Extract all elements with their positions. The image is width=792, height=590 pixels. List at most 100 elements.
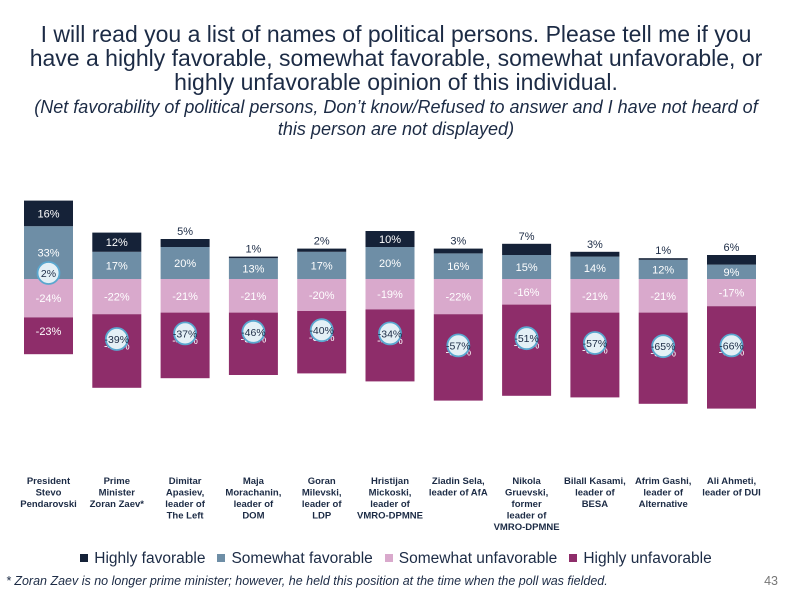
net-badge xyxy=(514,326,539,351)
category-label: leader of xyxy=(643,488,683,499)
footnote: * Zoran Zaev is no longer prime minister… xyxy=(6,574,608,588)
category-label: BESA xyxy=(582,499,609,510)
category-label: Prime xyxy=(104,476,130,487)
data-label: -22% xyxy=(104,292,130,304)
data-label: -21% xyxy=(650,291,676,303)
category-label: leader of DUI xyxy=(702,488,761,499)
category-label: former xyxy=(512,499,542,510)
bar-highly-unfavorable xyxy=(570,312,620,398)
data-label: -23% xyxy=(36,326,62,338)
bar-somewhat-unfavorable xyxy=(502,279,552,305)
category-label: Afrim Gashi, xyxy=(635,476,692,487)
net-badge xyxy=(36,261,61,285)
bar-somewhat-favorable xyxy=(92,251,142,279)
category-label: leader of xyxy=(507,511,547,522)
chart-area: 16% 33% -24% -23% 2% PresidentStevoPendarovsk… xyxy=(20,200,761,533)
data-label: 1% xyxy=(655,245,671,257)
data-label: 7% xyxy=(519,231,535,243)
bar-somewhat-favorable xyxy=(707,264,756,279)
category-label: Ziadin Sela, xyxy=(432,476,485,487)
data-label: 10% xyxy=(379,234,401,246)
category-label: Pendarovski xyxy=(20,499,77,510)
bar-highly-favorable xyxy=(92,232,142,252)
data-label: 17% xyxy=(106,260,128,272)
data-label: -21% xyxy=(582,291,608,303)
bar-somewhat-unfavorable xyxy=(638,279,688,313)
data-label: -20% xyxy=(309,290,335,302)
bar-somewhat-unfavorable xyxy=(297,279,347,311)
net-label: -66% xyxy=(719,340,744,352)
category-label: Bilall Kasami, xyxy=(564,476,626,487)
data-label: -24% xyxy=(36,293,62,305)
legend-swatch xyxy=(217,554,226,562)
data-label: 6% xyxy=(724,242,740,254)
bar-somewhat-unfavorable xyxy=(570,279,620,313)
category-label: Apasiev, xyxy=(166,488,204,499)
bar-highly-favorable xyxy=(707,255,756,265)
category-label: President xyxy=(27,476,71,487)
category-label: leader of xyxy=(575,488,615,499)
bar-highly-favorable xyxy=(638,258,688,260)
category-label: leader of AfA xyxy=(429,488,488,499)
net-label: -57% xyxy=(446,340,471,352)
net-badge xyxy=(583,331,607,355)
data-label: -17% xyxy=(719,288,745,300)
category-label: Stevo xyxy=(36,488,62,499)
category-label: Gruevski, xyxy=(505,488,548,499)
data-label: 33% xyxy=(37,248,59,260)
net-label: -46% xyxy=(241,327,266,339)
category-label: leader of xyxy=(165,499,205,510)
data-label: 16% xyxy=(37,208,59,220)
category-label: Morachanin, xyxy=(225,488,281,499)
category-label: Milevski, xyxy=(302,488,342,499)
category-label: VMRO-DPMNE xyxy=(494,522,560,533)
net-label: -37% xyxy=(173,328,198,340)
data-label: -22% xyxy=(445,292,471,304)
category-label: Dimitar xyxy=(169,476,202,487)
legend-item-somewhat-unfavorable: Somewhat unfavorable xyxy=(384,550,557,568)
bar-highly-favorable xyxy=(297,248,347,252)
net-badge xyxy=(446,333,471,358)
net-label: -40% xyxy=(309,325,334,337)
bar-somewhat-favorable xyxy=(365,247,415,279)
net-badge xyxy=(173,321,198,346)
bar-highly-favorable xyxy=(228,256,278,259)
bar-somewhat-favorable xyxy=(160,247,210,279)
legend-swatch xyxy=(80,554,89,562)
data-label: 15% xyxy=(516,262,538,274)
category-label: Zoran Zaev* xyxy=(90,499,145,510)
data-label: 3% xyxy=(450,236,466,248)
bar-somewhat-unfavorable xyxy=(160,279,210,313)
data-label: -21% xyxy=(241,291,267,303)
category-label: Goran xyxy=(308,476,336,487)
bar-somewhat-favorable xyxy=(638,259,688,279)
net-label: -51% xyxy=(514,333,539,345)
net-badge xyxy=(104,327,129,351)
legend-item-somewhat-favorable: Somewhat favorable xyxy=(217,550,373,568)
net-badge xyxy=(241,319,266,344)
bar-highly-favorable xyxy=(24,200,73,227)
bar-somewhat-favorable xyxy=(502,255,552,279)
category-label: Alternative xyxy=(639,499,688,510)
data-label: 17% xyxy=(311,260,333,272)
bar-somewhat-favorable xyxy=(433,253,483,279)
bar-highly-unfavorable xyxy=(638,312,688,404)
bar-highly-favorable xyxy=(433,248,483,254)
bar-somewhat-favorable xyxy=(570,256,620,279)
data-label: 2% xyxy=(314,236,330,248)
data-label: 14% xyxy=(584,263,606,275)
bar-highly-favorable xyxy=(502,243,552,255)
net-badge xyxy=(378,321,402,346)
category-label: Mickoski, xyxy=(369,488,412,499)
bar-highly-favorable xyxy=(365,231,415,247)
net-label: -34% xyxy=(378,328,403,340)
legend: Highly favorable Somewhat favorable Somewh… xyxy=(0,550,792,568)
bar-somewhat-favorable xyxy=(297,251,347,279)
category-label: The Left xyxy=(167,511,205,522)
legend-item-highly-favorable: Highly favorable xyxy=(80,550,205,568)
bar-somewhat-unfavorable xyxy=(228,279,278,313)
category-label: DOM xyxy=(242,511,264,522)
chart-title: I will read you a list of names of polit… xyxy=(29,21,763,95)
bar-highly-favorable xyxy=(160,239,210,247)
net-badge xyxy=(309,318,334,343)
